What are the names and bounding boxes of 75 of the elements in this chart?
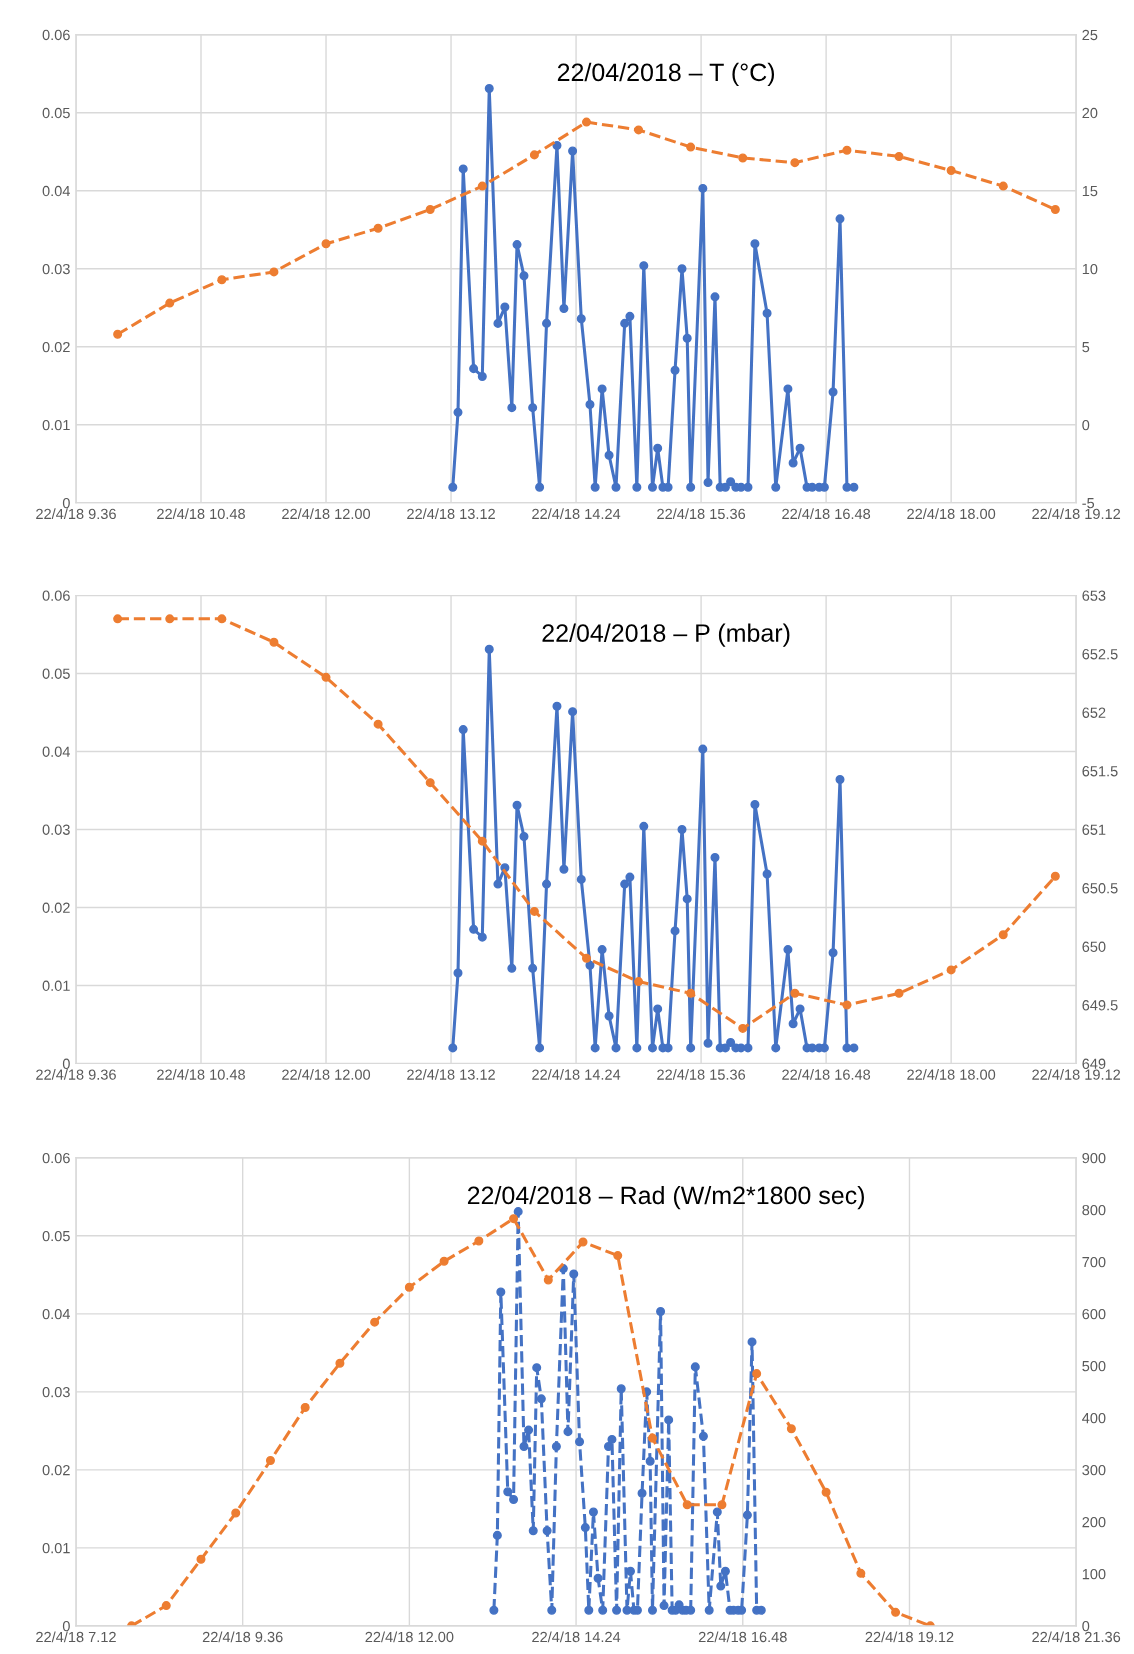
y-tick-label: 0.03 [42, 1386, 70, 1398]
y-tick-label: 0.03 [42, 824, 70, 835]
y2-tick-label: -5 [1082, 498, 1095, 509]
x-tick-label: 22/4/18 19.12 [865, 1631, 954, 1643]
x-tick-label: 22/4/18 10.48 [157, 1069, 245, 1080]
y2-tick-label: 651 [1082, 824, 1106, 835]
y2-tick-label: 10 [1082, 263, 1098, 275]
x-tick-label: 22/4/18 14.24 [532, 1069, 621, 1080]
y2-tick-label: 649 [1082, 1058, 1106, 1069]
y2-tick-label: 650 [1082, 941, 1106, 952]
x-tick-label: 22/4/18 16.48 [698, 1631, 787, 1643]
x-tick-label: 22/4/18 9.36 [36, 508, 116, 520]
y-tick-label: 0 [62, 1620, 70, 1632]
y2-tick-label: 0 [1082, 1620, 1090, 1632]
y2-tick-label: 500 [1082, 1360, 1106, 1372]
y-tick-label: 0.02 [42, 902, 70, 913]
y2-tick-label: 652.5 [1082, 649, 1118, 660]
x-tick-label: 22/4/18 18.00 [907, 1069, 996, 1080]
x-tick-label: 22/4/18 12.00 [365, 1631, 454, 1643]
text: 22/04/2018 – Rad (W/m2*1800 sec) [467, 1185, 864, 1210]
y-tick-label: 0.03 [42, 263, 70, 275]
y2-tick-label: 300 [1082, 1464, 1106, 1476]
y2-tick-label: 649.5 [1082, 1000, 1118, 1011]
x-tick-label: 22/4/18 7.12 [36, 1631, 116, 1643]
x-tick-label: 22/4/18 12.00 [282, 508, 371, 520]
x-tick-label: 22/4/18 16.48 [782, 1069, 871, 1080]
x-tick-label: 22/4/18 12.00 [282, 1069, 371, 1080]
x-tick-label: 22/4/18 16.48 [782, 508, 871, 520]
y2-tick-label: 700 [1082, 1256, 1106, 1268]
y2-tick-label: 600 [1082, 1308, 1106, 1320]
y-tick-label: 0.01 [42, 419, 70, 431]
x-tick-label: 22/4/18 14.24 [532, 1631, 621, 1643]
y-tick-label: 0.06 [42, 1152, 70, 1164]
x-tick-label: 22/4/18 13.12 [407, 508, 495, 520]
y-tick-label: 0 [62, 497, 70, 509]
y2-tick-label: 800 [1082, 1204, 1106, 1216]
y2-tick-label: 0 [1082, 419, 1090, 431]
y-tick-label: 0.05 [42, 107, 70, 119]
y-tick-label: 0.02 [42, 1464, 70, 1476]
y-tick-label: 0.06 [42, 590, 70, 601]
x-tick-label: 22/4/18 9.36 [202, 1631, 283, 1643]
y2-tick-label: 5 [1082, 342, 1090, 353]
x-tick-label: 22/4/18 18.00 [907, 508, 996, 520]
y2-tick-label: 20 [1082, 107, 1098, 119]
x-tick-label: 22/4/18 19.12 [1032, 1069, 1121, 1080]
x-tick-label: 22/4/18 14.24 [532, 508, 621, 520]
y2-tick-label: 651.5 [1082, 766, 1118, 777]
x-tick-label: 22/4/18 13.12 [407, 1069, 495, 1080]
x-tick-label: 22/4/18 15.36 [657, 1069, 746, 1080]
y2-tick-label: 652 [1082, 707, 1106, 718]
y2-tick-label: 653 [1082, 590, 1106, 601]
y-tick-label: 0.04 [42, 746, 70, 757]
y-tick-label: 0.01 [42, 1542, 70, 1554]
y-tick-label: 0 [62, 1058, 70, 1069]
x-tick-label: 22/4/18 10.48 [157, 508, 245, 520]
y-tick-label: 0.02 [42, 341, 70, 353]
text: 22/04/2018 – T (°C) [557, 62, 775, 87]
y2-tick-label: 100 [1082, 1568, 1106, 1580]
x-tick-label: 22/4/18 15.36 [657, 508, 746, 520]
y2-tick-label: 25 [1082, 29, 1098, 41]
y2-tick-label: 15 [1082, 186, 1098, 197]
text: 22/04/2018 – P (mbar) [542, 623, 790, 647]
y2-tick-label: 400 [1082, 1412, 1106, 1424]
y-tick-label: 0.05 [42, 1230, 70, 1242]
y-tick-label: 0.01 [42, 980, 70, 991]
x-tick-label: 22/4/18 21.36 [1032, 1631, 1121, 1643]
y-tick-label: 0.04 [42, 185, 70, 197]
y2-tick-label: 900 [1082, 1152, 1106, 1164]
x-tick-label: 22/4/18 9.36 [36, 1069, 116, 1080]
x-tick-label: 22/4/18 19.12 [1032, 508, 1121, 520]
y2-tick-label: 200 [1082, 1516, 1106, 1528]
y-tick-label: 0.05 [42, 668, 70, 679]
y-tick-label: 0.04 [42, 1308, 70, 1320]
y-tick-label: 0.06 [42, 29, 70, 41]
y2-tick-label: 650.5 [1082, 883, 1118, 894]
